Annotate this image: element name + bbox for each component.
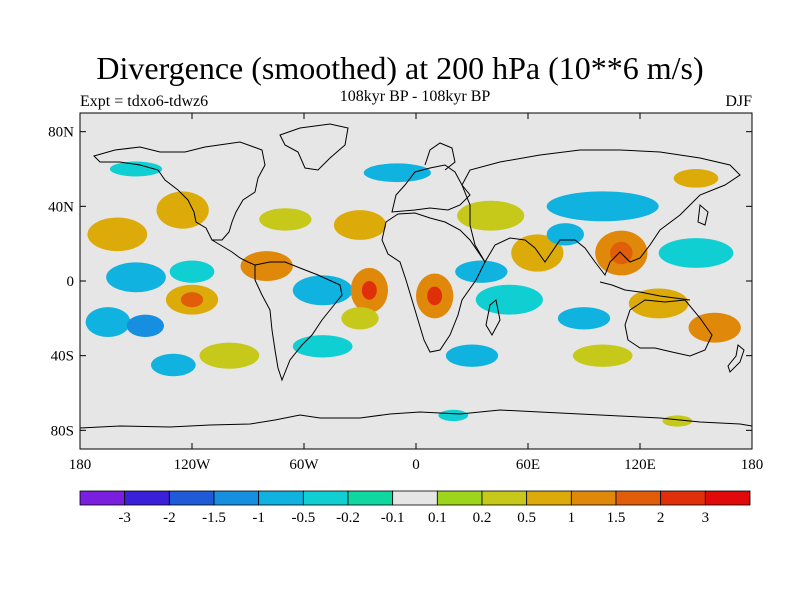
divergence-field: [85, 161, 741, 427]
lon-tick-label: 180: [741, 457, 764, 473]
lat-tick-label: 80N: [48, 125, 74, 141]
colorbar-swatch: [436, 490, 483, 506]
colorbar-label: -0.5: [291, 510, 315, 526]
colorbar-label: 0.2: [473, 510, 492, 526]
field-blob: [199, 342, 260, 369]
coastline-madagascar: [485, 299, 501, 337]
coastline-scandinavia: [424, 142, 456, 171]
colorbar-swatch: [124, 490, 170, 506]
lat-tick-label: 40S: [51, 349, 74, 365]
colorbar-label: 0.1: [428, 510, 447, 526]
colorbar: -3 -2 -1.5 -1 -0.5 -0.2 -0.1 0.1 0.2 0.5 1 1.5 2 3: [79, 490, 751, 526]
lon-tick-label: 60E: [516, 457, 540, 473]
field-blob: [658, 238, 734, 268]
lon-tick-label: 120E: [624, 457, 656, 473]
field-blob: [361, 281, 377, 300]
lat-tick-label: 80S: [51, 423, 74, 439]
field-blob: [180, 292, 204, 308]
field-blob: [169, 260, 215, 283]
colorbar-label: -3: [118, 510, 131, 526]
colorbar-swatch: [570, 490, 617, 506]
colorbar-swatch: [213, 490, 260, 506]
lat-tick-label: 40N: [48, 199, 74, 215]
field-blob: [628, 288, 689, 319]
colorbar-label: -2: [163, 510, 176, 526]
colorbar-label: -0.2: [336, 510, 360, 526]
field-blob: [259, 208, 312, 231]
field-blob: [363, 163, 431, 183]
colorbar-swatch: [79, 490, 126, 506]
coastline-central-america: [211, 239, 256, 266]
coastline-south-america: [254, 261, 343, 382]
field-blob: [546, 191, 659, 222]
season-label: DJF: [725, 93, 752, 110]
coastline-europe: [391, 164, 471, 213]
coastline-japan: [697, 203, 709, 226]
colorbar-label: 2: [657, 510, 665, 526]
lon-tick-label: 120W: [174, 457, 212, 473]
coastlines: [80, 123, 752, 429]
field-blob: [475, 284, 543, 315]
field-blob: [455, 260, 508, 283]
colorbar-swatch: [526, 490, 572, 506]
coastline-greenland: [279, 123, 349, 171]
lat-tick-label: 0: [67, 274, 75, 290]
field-blob: [341, 307, 379, 330]
field-blob: [572, 344, 633, 367]
colorbar-swatch: [168, 490, 215, 506]
coastline-asia: [461, 149, 741, 277]
coastline-indonesia: [599, 281, 691, 301]
colorbar-label: 3: [702, 510, 710, 526]
colorbar-label: -1: [252, 510, 265, 526]
colorbar-label: 0.5: [517, 510, 536, 526]
coastline-australia: [624, 299, 713, 357]
latitude-axis: 80N 40N 0 40S 80S: [48, 125, 752, 439]
colorbar-swatch: [302, 490, 349, 506]
field-blob: [445, 344, 499, 367]
colorbar-label: 1: [568, 510, 576, 526]
field-blob: [292, 335, 353, 358]
field-blob: [292, 275, 353, 306]
colorbar-label: 1.5: [607, 510, 626, 526]
field-blob: [150, 353, 196, 377]
coastline-north-america: [93, 141, 266, 241]
colorbar-swatch: [347, 490, 394, 506]
field-blob: [333, 210, 387, 240]
field-blob: [457, 200, 525, 231]
field-blob: [87, 217, 148, 252]
field-blob: [106, 262, 166, 293]
field-blob: [673, 169, 719, 188]
plot-title: Divergence (smoothed) at 200 hPa (10**6 …: [96, 50, 704, 86]
field-blob: [557, 307, 611, 330]
colorbar-label: -1.5: [202, 510, 226, 526]
field-blob: [511, 234, 564, 272]
field-blob: [156, 191, 209, 229]
lon-tick-label: 60W: [289, 457, 319, 473]
field-blob: [85, 307, 131, 338]
colorbar-swatch: [481, 490, 528, 506]
colorbar-swatch: [258, 490, 304, 506]
colorbar-swatch: [704, 490, 751, 506]
colorbar-swatch: [392, 490, 438, 506]
coastline-africa: [381, 212, 486, 353]
longitude-axis: 180 120W 60W 0 60E 120E 180: [69, 113, 764, 473]
field-blob: [240, 251, 293, 281]
plot-subtitle: 108kyr BP - 108kyr BP: [339, 88, 491, 105]
field-blob: [438, 409, 469, 421]
experiment-label: Expt = tdxo6-tdwz6: [80, 93, 209, 110]
coastline-new-zealand: [727, 344, 745, 373]
colorbar-swatch: [615, 490, 662, 506]
colorbar-label: -0.1: [381, 510, 405, 526]
field-blob: [126, 314, 164, 337]
field-blob: [109, 161, 163, 177]
field-blob: [427, 286, 443, 306]
lon-tick-label: 180: [69, 457, 92, 473]
field-blob: [662, 415, 693, 427]
lon-tick-label: 0: [412, 457, 420, 473]
colorbar-swatch: [660, 490, 706, 506]
coastline-antarctica: [80, 409, 752, 429]
field-blob: [688, 312, 741, 343]
